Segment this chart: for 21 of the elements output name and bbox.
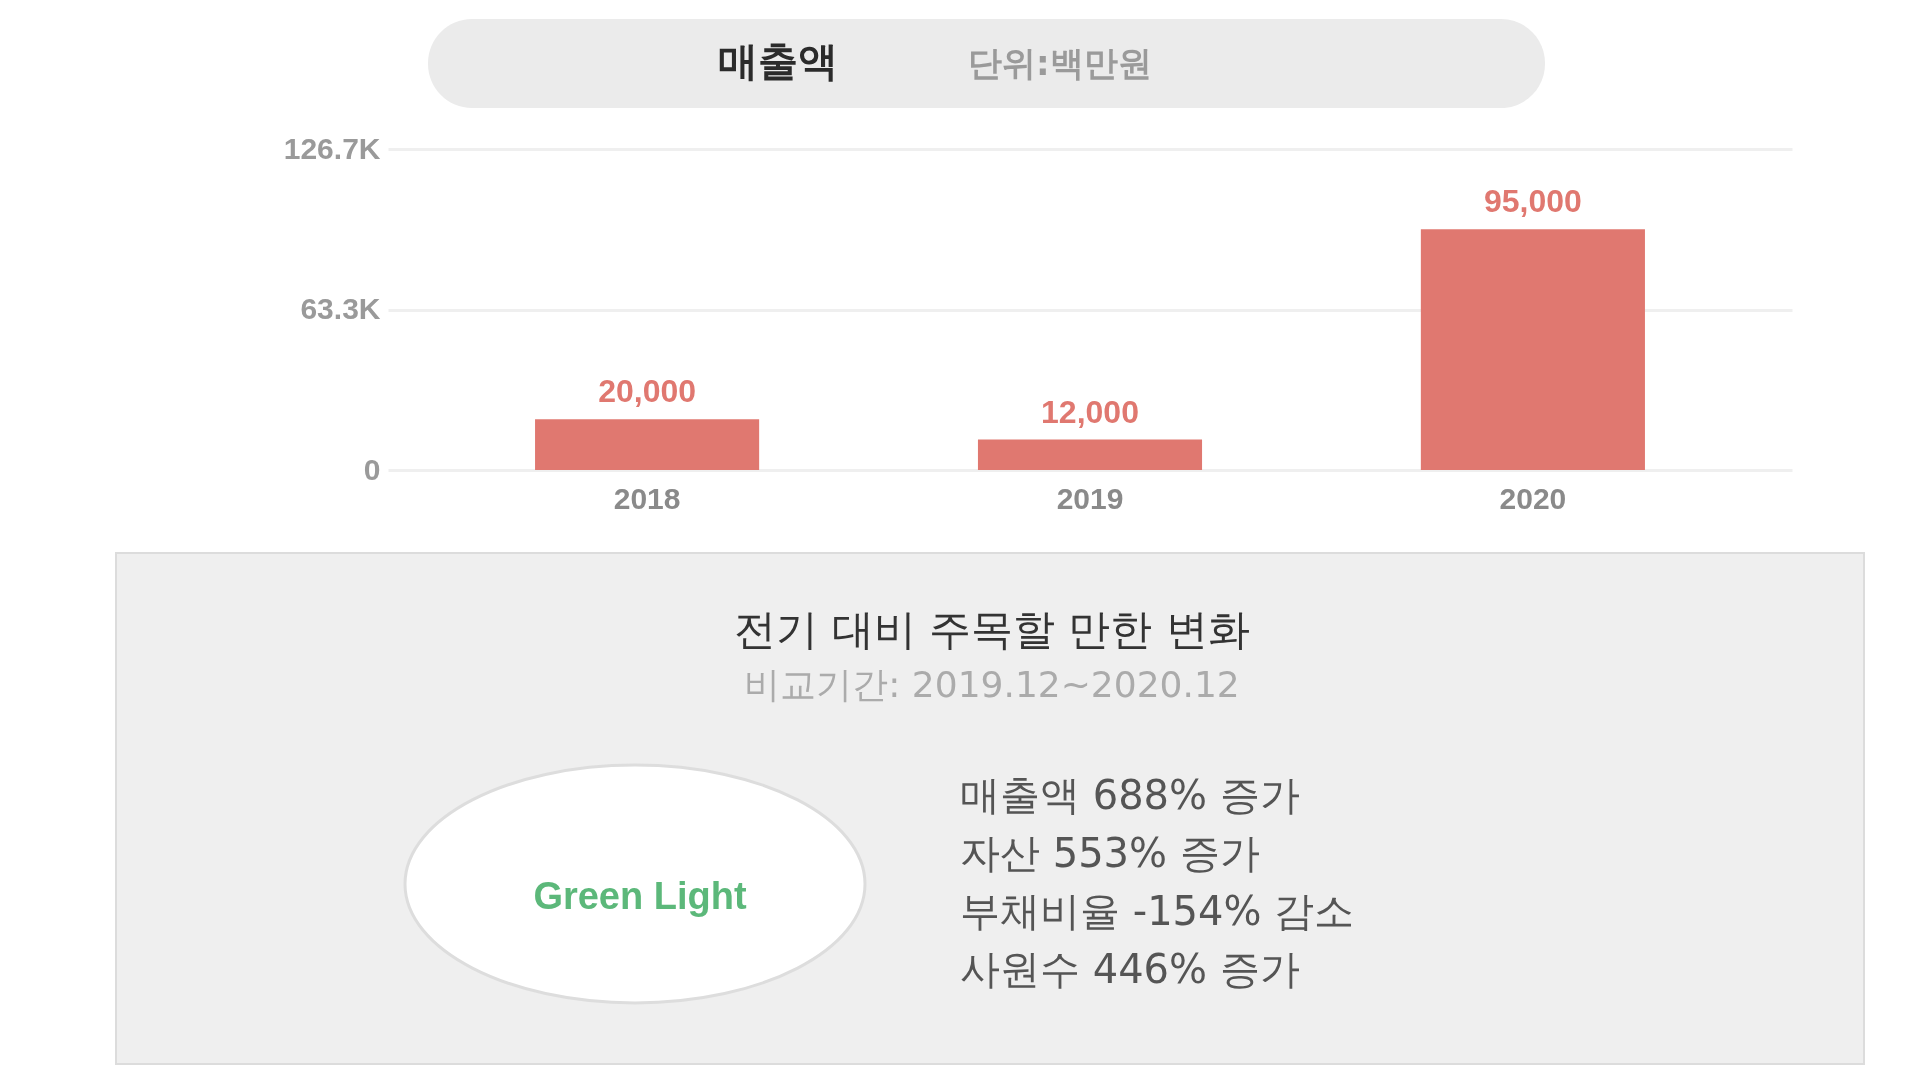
x-tick-label: 2018 bbox=[613, 481, 681, 515]
bar bbox=[535, 419, 760, 470]
data-label: 95,000 bbox=[1483, 183, 1582, 220]
text: 매출액 688% 증가 bbox=[960, 772, 1300, 818]
data-label: 20,000 bbox=[598, 373, 697, 410]
x-tick-label: 2019 bbox=[1056, 481, 1124, 515]
y-tick-label: 126.7K bbox=[283, 131, 381, 165]
text: 비교기간: 2019.12~2020.12 bbox=[744, 664, 1240, 705]
text: Green Light bbox=[533, 875, 747, 917]
text: 사원수 446% 증가 bbox=[960, 946, 1300, 992]
text: 자산 553% 증가 bbox=[960, 830, 1260, 876]
chart-subtitle: 단위:백만원 bbox=[968, 43, 1152, 83]
text: 전기 대비 주목할 만한 변화 bbox=[734, 605, 1250, 654]
y-tick-label: 63.3K bbox=[300, 292, 381, 326]
y-tick-label: 0 bbox=[363, 452, 381, 486]
bar bbox=[1420, 229, 1645, 470]
chart-title: 매출액 bbox=[718, 38, 838, 84]
data-label: 12,000 bbox=[1041, 393, 1139, 430]
x-tick-label: 2020 bbox=[1499, 481, 1567, 515]
text: 부채비율 -154% 감소 bbox=[960, 888, 1355, 934]
bar bbox=[977, 439, 1203, 470]
